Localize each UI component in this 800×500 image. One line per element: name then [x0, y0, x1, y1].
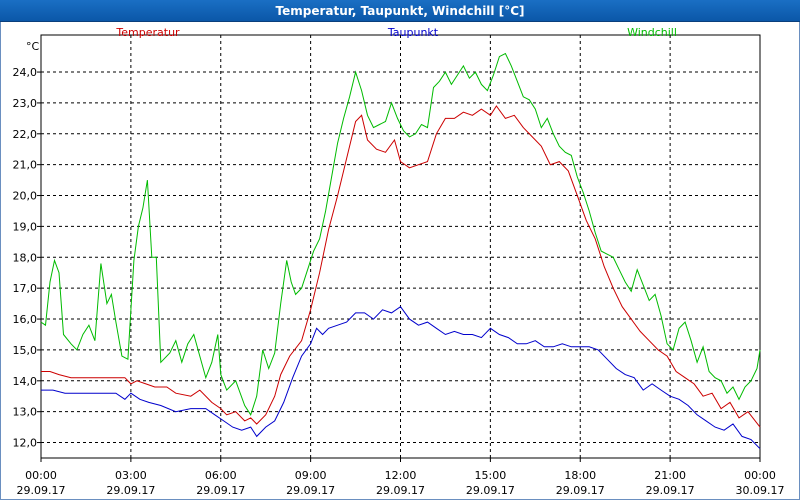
y-axis-unit-label: °C	[26, 40, 40, 53]
y-tick-label: 19,0	[13, 220, 38, 233]
x-tick-time: 21:00	[654, 469, 686, 482]
x-tick-date: 30.09.17	[736, 484, 785, 497]
y-tick-label: 16,0	[13, 313, 38, 326]
x-tick-date: 29.09.17	[466, 484, 515, 497]
y-tick-label: 24,0	[13, 66, 38, 79]
x-tick-time: 03:00	[115, 469, 147, 482]
series-line-temperatur	[41, 105, 761, 428]
y-tick-label: 21,0	[13, 159, 38, 172]
x-tick-date: 29.09.17	[106, 484, 155, 497]
legend: Temperatur Taupunkt Windchill	[115, 26, 677, 39]
x-tick-date: 29.09.17	[17, 484, 66, 497]
y-tick-label: 13,0	[13, 406, 38, 419]
chart-title-bar: Temperatur, Taupunkt, Windchill [°C]	[0, 0, 800, 22]
legend-label-taupunkt: Taupunkt	[387, 26, 439, 39]
y-tick-label: 22,0	[13, 128, 38, 141]
x-tick-time: 06:00	[205, 469, 237, 482]
x-axis-ticks: 00:00 29.09.17 03:00 29.09.17 06:00 29.09.17 0…	[17, 458, 785, 497]
x-tick-time: 00:00	[25, 469, 57, 482]
chart-title: Temperatur, Taupunkt, Windchill [°C]	[275, 3, 525, 18]
x-tick-time: 18:00	[564, 469, 596, 482]
y-tick-label: 20,0	[13, 190, 38, 203]
series-line-taupunkt	[41, 306, 761, 450]
y-tick-label: 18,0	[13, 251, 38, 264]
grid	[41, 35, 760, 458]
x-tick-date: 29.09.17	[646, 484, 695, 497]
y-tick-label: 23,0	[13, 97, 38, 110]
x-tick-date: 29.09.17	[196, 484, 245, 497]
y-tick-label: 14,0	[13, 375, 38, 388]
series-line-windchill	[40, 52, 761, 416]
legend-label-windchill: Windchill	[627, 26, 677, 39]
y-tick-label: 12,0	[13, 437, 38, 450]
x-tick-time: 00:00	[744, 469, 776, 482]
legend-label-temperatur: Temperatur	[115, 26, 180, 39]
y-axis-ticks: 12,0 13,0 14,0 15,0 16,0 17,0 18,0 19,0 20,0 21,0…	[13, 66, 41, 450]
x-tick-time: 15:00	[475, 469, 507, 482]
y-tick-label: 17,0	[13, 282, 38, 295]
x-tick-date: 29.09.17	[556, 484, 605, 497]
x-tick-time: 09:00	[295, 469, 327, 482]
y-tick-label: 15,0	[13, 344, 38, 357]
x-tick-date: 29.09.17	[376, 484, 425, 497]
x-tick-date: 29.09.17	[286, 484, 335, 497]
x-tick-time: 12:00	[385, 469, 417, 482]
series-lines	[40, 52, 761, 450]
